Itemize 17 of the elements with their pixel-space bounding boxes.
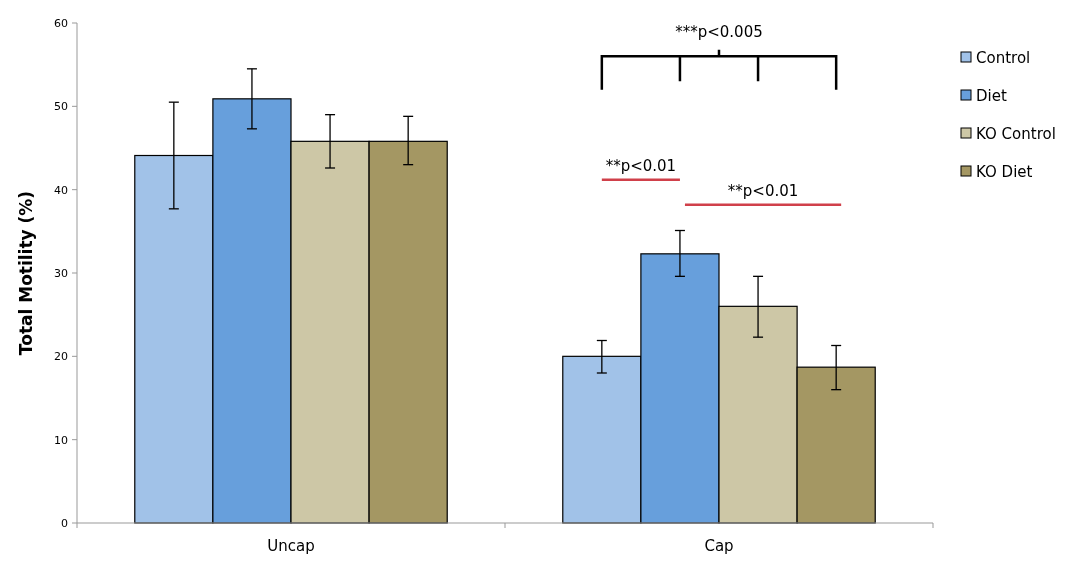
legend-label: Diet bbox=[976, 87, 1007, 106]
annotation: **p<0.01 bbox=[605, 156, 677, 175]
y-tick-label: 40 bbox=[54, 183, 68, 197]
annotation: **p<0.01 bbox=[727, 181, 799, 200]
x-tick-label: Uncap bbox=[267, 537, 315, 555]
annotation: ***p<0.005 bbox=[675, 23, 763, 42]
y-tick-label: 20 bbox=[54, 350, 68, 364]
y-tick-label: 60 bbox=[54, 16, 68, 30]
x-tick-label: Cap bbox=[704, 537, 734, 555]
y-tick-label: 50 bbox=[54, 100, 68, 114]
legend-label: KO Diet bbox=[976, 163, 1033, 182]
legend-label: KO Control bbox=[976, 125, 1056, 144]
legend-label: Control bbox=[976, 49, 1031, 68]
y-axis-title: Total Motility (%) bbox=[16, 190, 36, 356]
y-tick-label: 0 bbox=[61, 516, 68, 530]
y-tick-label: 30 bbox=[54, 266, 68, 280]
y-tick-label: 10 bbox=[54, 433, 68, 447]
